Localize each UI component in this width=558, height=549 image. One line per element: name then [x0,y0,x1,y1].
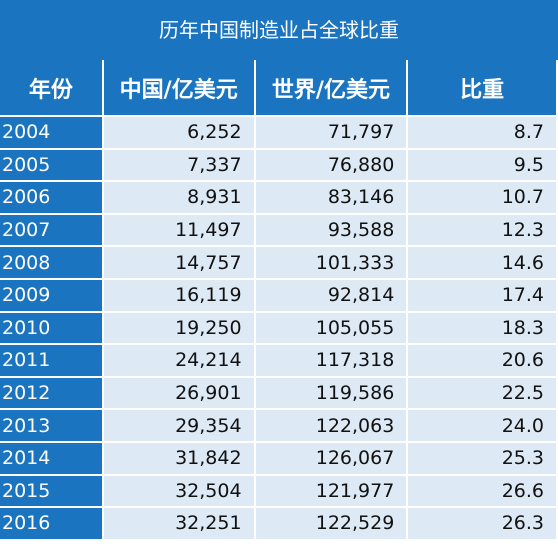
world-value-cell: 76,880 [254,148,409,183]
year-cell: 2004 [0,116,104,150]
world-value-cell: 93,588 [254,213,409,248]
table-row: 2005 7,337 76,880 9.5 [0,148,558,183]
table-row: 2012 26,901 119,586 22.5 [0,376,558,411]
column-header-world: 世界/亿美元 [254,60,409,117]
share-value-cell: 14.6 [407,246,558,280]
share-value-cell: 18.3 [407,311,558,346]
china-value-cell: 32,504 [102,474,256,509]
share-value-cell: 22.5 [407,376,558,411]
year-cell: 2015 [0,474,104,509]
share-value-cell: 26.3 [407,507,558,541]
year-cell: 2006 [0,181,104,215]
share-value-cell: 25.3 [407,441,558,476]
table-row: 2009 16,119 92,814 17.4 [0,278,558,313]
table-row: 2011 24,214 117,318 20.6 [0,344,558,378]
table-row: 2006 8,931 83,146 10.7 [0,181,558,215]
world-value-cell: 83,146 [254,181,409,215]
china-value-cell: 31,842 [102,441,256,476]
share-value-cell: 12.3 [407,213,558,248]
data-table: 年份 中国/亿美元 世界/亿美元 比重 2004 6,252 71,797 8.7 20… [0,60,558,541]
year-cell: 2011 [0,344,104,378]
world-value-cell: 121,977 [254,474,409,509]
world-value-cell: 101,333 [254,246,409,280]
year-cell: 2013 [0,409,104,443]
year-cell: 2012 [0,376,104,411]
share-value-cell: 24.0 [407,409,558,443]
column-header-share: 比重 [407,60,558,117]
table-row: 2015 32,504 121,977 26.6 [0,474,558,509]
china-value-cell: 8,931 [102,181,256,215]
year-cell: 2016 [0,507,104,541]
year-cell: 2014 [0,441,104,476]
header-row: 年份 中国/亿美元 世界/亿美元 比重 [0,60,558,117]
world-value-cell: 105,055 [254,311,409,346]
share-value-cell: 10.7 [407,181,558,215]
china-value-cell: 6,252 [102,116,256,150]
table-row: 2013 29,354 122,063 24.0 [0,409,558,443]
share-value-cell: 26.6 [407,474,558,509]
china-value-cell: 19,250 [102,311,256,346]
year-cell: 2005 [0,148,104,183]
table-row: 2007 11,497 93,588 12.3 [0,213,558,248]
year-cell: 2008 [0,246,104,280]
table-title: 历年中国制造业占全球比重 [0,0,558,60]
table-row: 2014 31,842 126,067 25.3 [0,441,558,476]
column-header-china: 中国/亿美元 [102,60,256,117]
share-value-cell: 20.6 [407,344,558,378]
china-value-cell: 29,354 [102,409,256,443]
world-value-cell: 119,586 [254,376,409,411]
world-value-cell: 92,814 [254,278,409,313]
table-row: 2016 32,251 122,529 26.3 [0,507,558,541]
column-header-year: 年份 [0,60,104,117]
share-value-cell: 9.5 [407,148,558,183]
china-value-cell: 32,251 [102,507,256,541]
world-value-cell: 71,797 [254,116,409,150]
year-cell: 2009 [0,278,104,313]
share-value-cell: 17.4 [407,278,558,313]
china-value-cell: 7,337 [102,148,256,183]
year-cell: 2010 [0,311,104,346]
china-value-cell: 24,214 [102,344,256,378]
table-body: 2004 6,252 71,797 8.7 2005 7,337 76,880 9.5 2006… [0,116,558,541]
table-row: 2010 19,250 105,055 18.3 [0,311,558,346]
china-value-cell: 26,901 [102,376,256,411]
world-value-cell: 122,529 [254,507,409,541]
china-value-cell: 14,757 [102,246,256,280]
china-value-cell: 16,119 [102,278,256,313]
china-value-cell: 11,497 [102,213,256,248]
world-value-cell: 122,063 [254,409,409,443]
share-value-cell: 8.7 [407,116,558,150]
table-row: 2004 6,252 71,797 8.7 [0,116,558,150]
table-row: 2008 14,757 101,333 14.6 [0,246,558,280]
world-value-cell: 117,318 [254,344,409,378]
world-value-cell: 126,067 [254,441,409,476]
year-cell: 2007 [0,213,104,248]
